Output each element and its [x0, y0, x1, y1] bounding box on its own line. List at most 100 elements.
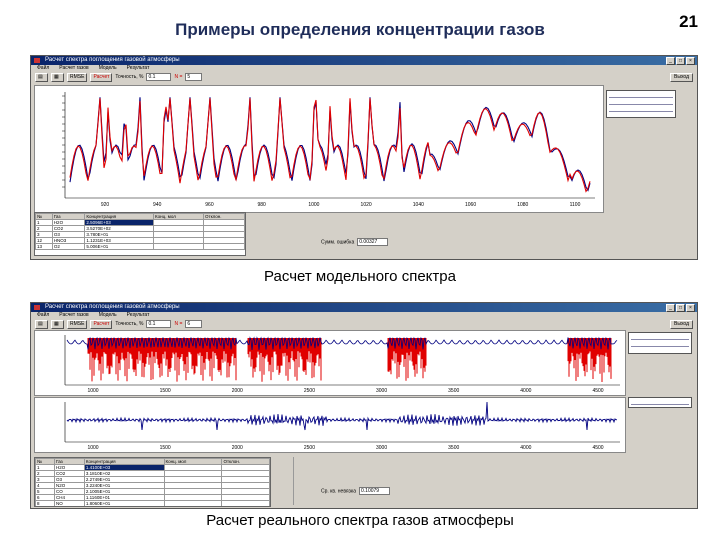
spectrum-chart-panel: 1000 1500 2000 2500 3000 3500 4000 4500 [34, 330, 626, 396]
save-button[interactable]: ▦ [51, 72, 64, 82]
x-tick-label: 1500 [160, 445, 171, 451]
toolbar: ▤ ▦ RMSE Расчет Точность, % 0.1 N = 6 Вы… [31, 319, 697, 329]
residual-field: Ср. кв. невязка 0.10079 [321, 487, 391, 495]
x-tick-label: 1080 [517, 202, 528, 208]
spectrum-chart-panel: 920 940 960 980 1000 1020 1040 1060 1080 1100 [34, 85, 604, 213]
x-tick-label: 4000 [520, 445, 531, 451]
tolerance-input[interactable]: 0.1 [146, 73, 172, 81]
close-button[interactable]: × [686, 304, 695, 312]
window-title: Расчет спектра поглощения газовой атмосф… [45, 304, 180, 310]
x-tick-label: 2500 [304, 445, 315, 451]
x-tick-label: 1040 [413, 202, 424, 208]
residual-line [66, 401, 618, 431]
model-spectrum-line [69, 98, 591, 193]
table-row[interactable]: 1 H2O 2.5096E+03 [35, 219, 245, 226]
n-input[interactable]: 6 [185, 320, 203, 328]
save-button[interactable]: ▦ [51, 319, 64, 329]
menu-item-file[interactable]: Файл [37, 312, 50, 318]
menu-item-file[interactable]: Файл [37, 65, 50, 71]
gas-table: № Газ Концентрация Конц. мол Отклон. 1 H2O 1.41… [34, 457, 271, 507]
minimize-button[interactable]: _ [666, 57, 675, 65]
x-tick-label: 3000 [376, 445, 387, 451]
x-tick-label: 1060 [465, 202, 476, 208]
legend-row[interactable] [631, 399, 689, 405]
window-real-spectrum: Расчет спектра поглощения газовой атмосф… [30, 302, 698, 509]
legend-row[interactable] [631, 341, 689, 347]
chart-legend [606, 90, 676, 118]
table-cell[interactable] [221, 500, 270, 506]
tolerance-input[interactable]: 0.1 [146, 320, 172, 328]
table-cell[interactable] [153, 243, 205, 250]
legend-row[interactable] [609, 92, 673, 98]
residual-value: 0.10079 [359, 487, 391, 495]
x-tick-label: 1500 [160, 388, 171, 394]
app-icon [34, 58, 40, 63]
spectrum-chart: 920 940 960 980 1000 1020 1040 1060 1080 1100 [62, 92, 595, 208]
menu-item-model[interactable]: Модель [98, 312, 117, 318]
exit-button[interactable]: Выход [670, 72, 693, 82]
x-tick-label: 4000 [520, 388, 531, 394]
menu-item-gases[interactable]: Расчет газов [59, 312, 89, 318]
x-tick-label: 2000 [232, 445, 243, 451]
x-tick-label: 1000 [308, 202, 319, 208]
residual-label: Ср. кв. невязка [321, 488, 357, 495]
window-titlebar[interactable]: Расчет спектра поглощения газовой атмосф… [31, 303, 697, 312]
table-header-row: № Газ Концентрация Конц. мол Отклон. [35, 458, 270, 465]
table-row[interactable]: 13 O2 5.006E+01 [35, 243, 245, 250]
rmse-button[interactable]: RMSE [67, 319, 88, 329]
app-icon [34, 305, 40, 310]
open-file-button[interactable]: ▤ [35, 319, 48, 329]
maximize-button[interactable]: □ [676, 304, 685, 312]
exit-button[interactable]: Выход [670, 319, 693, 329]
chart-legend [628, 332, 692, 354]
close-button[interactable]: × [686, 57, 695, 65]
menu-item-gases[interactable]: Расчет газов [59, 65, 89, 71]
table-row[interactable]: 8 NO 1.8060E+01 [35, 500, 270, 506]
calculate-button[interactable]: Расчет [90, 319, 113, 329]
residual-chart: 1000 1500 2000 2500 3000 3500 4000 4500 [64, 401, 620, 451]
table-cell[interactable]: 5.006E+01 [84, 243, 155, 250]
x-tick-label: 3500 [448, 388, 459, 394]
slide-title: Примеры определения концентрации газов [175, 20, 545, 39]
residual-label: Сумм. ошибка [321, 239, 355, 246]
x-tick-label: 3000 [376, 388, 387, 394]
menu-item-result[interactable]: Результат [126, 312, 150, 318]
legend-row[interactable] [631, 334, 689, 340]
table-cell[interactable]: 8 [35, 500, 56, 506]
menu-item-result[interactable]: Результат [126, 65, 150, 71]
table-cell[interactable] [163, 500, 223, 506]
toolbar: ▤ ▦ RMSE Расчет Точность, % 0.1 N = 5 Вы… [31, 72, 697, 82]
x-tick-label: 980 [257, 202, 266, 208]
x-tick-label: 920 [101, 202, 110, 208]
maximize-button[interactable]: □ [676, 57, 685, 65]
table-cell[interactable]: 1.8060E+01 [83, 500, 165, 506]
x-tick-label: 4500 [592, 445, 603, 451]
x-tick-label: 1020 [361, 202, 372, 208]
table-cell[interactable]: NO [54, 500, 85, 506]
table-cell[interactable] [203, 243, 245, 250]
window-titlebar[interactable]: Расчет спектра поглощения газовой атмосф… [31, 56, 697, 65]
residual-field: Сумм. ошибка 0.00327 [321, 238, 389, 246]
table-cell[interactable]: O2 [51, 243, 86, 250]
spectrum-chart: 1000 1500 2000 2500 3000 3500 4000 4500 [64, 335, 620, 394]
n-input[interactable]: 5 [185, 73, 203, 81]
window-title: Расчет спектра поглощения газовой атмосф… [45, 57, 180, 63]
x-tick-label: 2000 [232, 388, 243, 394]
menu-item-model[interactable]: Модель [98, 65, 117, 71]
caption-model: Расчет модельного спектра [264, 268, 456, 285]
model-spectrum-line [87, 338, 612, 382]
residual-legend [628, 397, 692, 408]
x-tick-label: 1000 [87, 445, 98, 451]
legend-row[interactable] [609, 106, 673, 112]
legend-row[interactable] [609, 99, 673, 105]
open-file-button[interactable]: ▤ [35, 72, 48, 82]
minimize-button[interactable]: _ [666, 304, 675, 312]
gas-table: № Газ Концентрация Конц. мол Отклон. 1 H2O 2.50… [34, 212, 246, 256]
calculate-button[interactable]: Расчет [90, 72, 113, 82]
n-label: N = [174, 74, 183, 80]
table-cell[interactable]: 13 [35, 243, 53, 250]
residual-value: 0.00327 [357, 238, 389, 246]
x-tick-label: 3500 [448, 445, 459, 451]
table-scrollbar[interactable] [293, 457, 300, 505]
rmse-button[interactable]: RMSE [67, 72, 88, 82]
